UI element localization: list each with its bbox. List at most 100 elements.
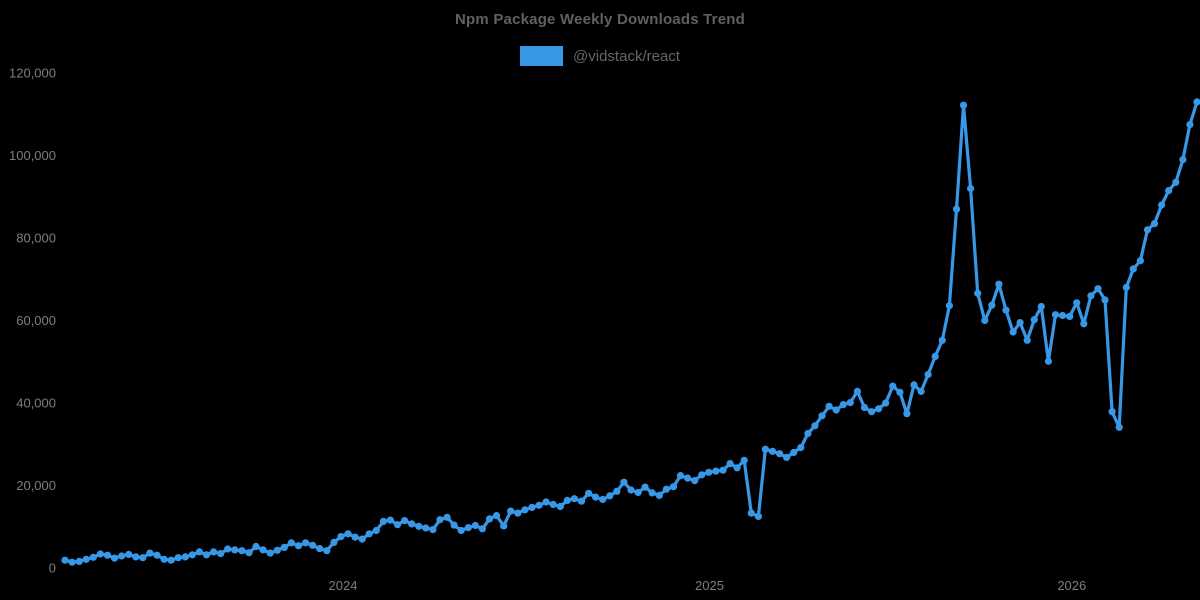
data-point[interactable] bbox=[542, 498, 550, 506]
data-point[interactable] bbox=[945, 302, 954, 310]
data-point[interactable] bbox=[577, 497, 586, 505]
data-point[interactable] bbox=[493, 511, 501, 520]
data-point[interactable] bbox=[952, 205, 961, 213]
data-point[interactable] bbox=[669, 483, 678, 491]
data-point[interactable] bbox=[705, 468, 713, 476]
data-point[interactable] bbox=[613, 487, 621, 495]
data-point[interactable] bbox=[1051, 311, 1060, 319]
data-point[interactable] bbox=[889, 382, 897, 390]
data-point[interactable] bbox=[521, 506, 529, 514]
data-point[interactable] bbox=[726, 460, 734, 468]
data-point[interactable] bbox=[401, 517, 409, 525]
data-point[interactable] bbox=[655, 491, 663, 499]
data-point[interactable] bbox=[988, 301, 996, 309]
data-point[interactable] bbox=[768, 447, 777, 455]
data-point[interactable] bbox=[153, 551, 161, 559]
data-point[interactable] bbox=[160, 555, 168, 563]
data-point[interactable] bbox=[924, 370, 932, 379]
data-point[interactable] bbox=[337, 533, 345, 541]
data-point[interactable] bbox=[1037, 302, 1045, 311]
data-point[interactable] bbox=[280, 543, 288, 552]
data-point[interactable] bbox=[761, 445, 770, 453]
data-point[interactable] bbox=[1165, 187, 1173, 195]
data-point[interactable] bbox=[210, 548, 218, 556]
data-point[interactable] bbox=[252, 542, 260, 551]
data-point[interactable] bbox=[309, 541, 317, 549]
data-point[interactable] bbox=[507, 507, 515, 515]
data-point[interactable] bbox=[316, 545, 324, 553]
data-point[interactable] bbox=[344, 530, 352, 538]
data-point[interactable] bbox=[1158, 201, 1166, 209]
data-point[interactable] bbox=[846, 399, 854, 407]
data-point[interactable] bbox=[1193, 98, 1200, 106]
data-point[interactable] bbox=[528, 503, 536, 511]
data-point[interactable] bbox=[125, 550, 133, 559]
data-point[interactable] bbox=[1073, 299, 1081, 307]
data-point[interactable] bbox=[698, 471, 706, 479]
data-point[interactable] bbox=[570, 495, 579, 503]
data-point[interactable] bbox=[422, 524, 430, 532]
data-point[interactable] bbox=[733, 464, 741, 472]
data-point[interactable] bbox=[754, 512, 763, 521]
data-point[interactable] bbox=[436, 516, 444, 524]
data-point[interactable] bbox=[103, 551, 112, 559]
data-point[interactable] bbox=[1066, 312, 1074, 320]
data-point[interactable] bbox=[1080, 320, 1088, 328]
data-point[interactable] bbox=[959, 101, 968, 109]
data-point[interactable] bbox=[592, 493, 600, 501]
data-point[interactable] bbox=[68, 558, 76, 566]
data-point[interactable] bbox=[868, 408, 876, 416]
data-point[interactable] bbox=[1087, 292, 1095, 300]
data-point[interactable] bbox=[1172, 178, 1180, 186]
data-point[interactable] bbox=[1030, 316, 1038, 324]
data-point[interactable] bbox=[549, 500, 557, 509]
data-point[interactable] bbox=[797, 444, 805, 452]
data-point[interactable] bbox=[556, 502, 564, 511]
data-point[interactable] bbox=[323, 547, 331, 555]
data-point[interactable] bbox=[712, 467, 720, 475]
data-point[interactable] bbox=[563, 496, 571, 504]
data-point[interactable] bbox=[853, 387, 862, 395]
data-point[interactable] bbox=[1044, 357, 1052, 365]
data-point[interactable] bbox=[1115, 423, 1123, 431]
data-point[interactable] bbox=[478, 525, 486, 533]
data-point[interactable] bbox=[287, 539, 295, 547]
data-point[interactable] bbox=[372, 526, 380, 535]
data-point[interactable] bbox=[917, 387, 925, 395]
data-point[interactable] bbox=[443, 513, 451, 521]
data-point[interactable] bbox=[691, 477, 699, 485]
data-point[interactable] bbox=[776, 450, 784, 458]
data-point[interactable] bbox=[259, 546, 267, 554]
data-point[interactable] bbox=[89, 553, 97, 561]
data-point[interactable] bbox=[450, 521, 458, 529]
data-point[interactable] bbox=[330, 538, 338, 547]
data-point[interactable] bbox=[684, 474, 692, 482]
data-point[interactable] bbox=[1094, 285, 1102, 293]
data-point[interactable] bbox=[535, 501, 543, 509]
data-point[interactable] bbox=[139, 554, 147, 562]
data-point[interactable] bbox=[896, 388, 904, 396]
data-point[interactable] bbox=[804, 429, 812, 438]
data-point[interactable] bbox=[1122, 283, 1130, 292]
data-point[interactable] bbox=[1009, 328, 1017, 336]
data-point[interactable] bbox=[224, 545, 232, 553]
data-point[interactable] bbox=[294, 542, 303, 550]
data-point[interactable] bbox=[386, 516, 394, 524]
data-point[interactable] bbox=[818, 412, 826, 420]
data-point[interactable] bbox=[641, 483, 649, 491]
data-point[interactable] bbox=[1101, 296, 1109, 304]
data-point[interactable] bbox=[471, 521, 479, 530]
data-point[interactable] bbox=[662, 485, 671, 493]
data-point[interactable] bbox=[599, 495, 607, 504]
data-point[interactable] bbox=[676, 472, 685, 480]
data-point[interactable] bbox=[938, 336, 946, 344]
data-point[interactable] bbox=[408, 520, 416, 528]
data-point[interactable] bbox=[882, 399, 890, 407]
data-point[interactable] bbox=[188, 551, 196, 559]
data-point[interactable] bbox=[485, 515, 494, 523]
data-point[interactable] bbox=[1016, 319, 1024, 327]
data-point[interactable] bbox=[464, 524, 472, 532]
data-point[interactable] bbox=[61, 556, 69, 564]
data-point[interactable] bbox=[967, 184, 975, 193]
data-point[interactable] bbox=[825, 402, 833, 410]
